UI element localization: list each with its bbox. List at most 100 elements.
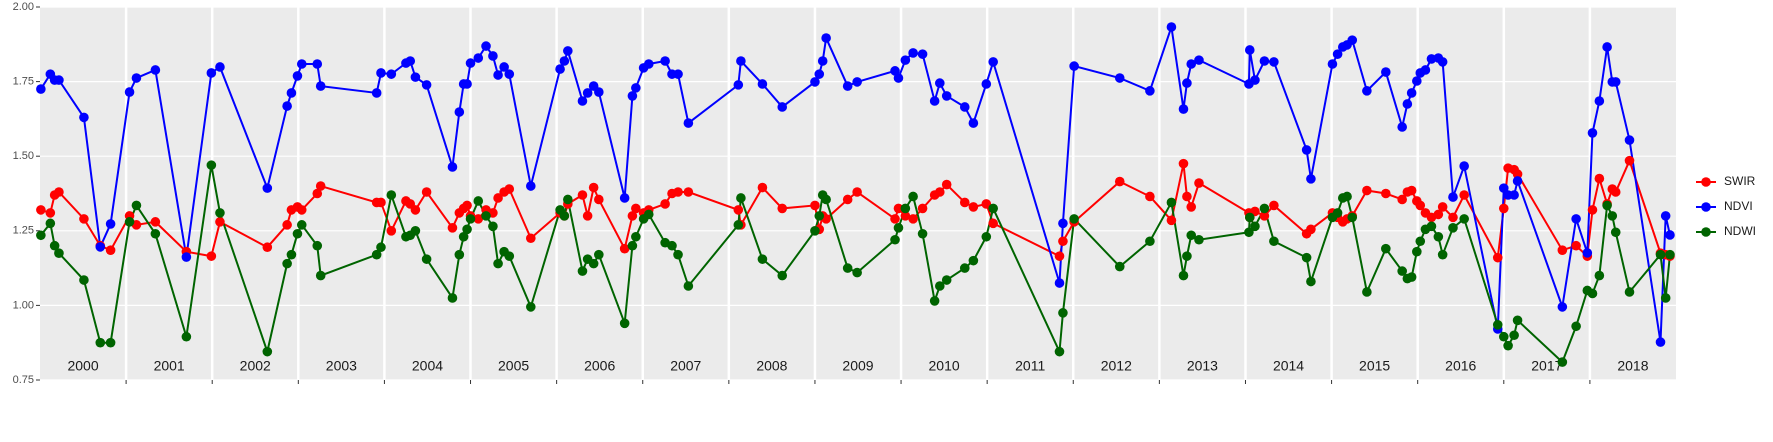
data-point (981, 199, 992, 209)
data-point (447, 293, 458, 303)
y-tick-label: 1.25 (13, 225, 34, 237)
data-point (777, 102, 788, 112)
data-point (1362, 185, 1372, 196)
data-point (890, 234, 900, 245)
data-point (499, 62, 509, 72)
data-point (315, 181, 326, 191)
data-point (736, 56, 746, 66)
data-point (908, 214, 918, 224)
data-point (312, 240, 323, 251)
data-point (1250, 75, 1260, 85)
data-point (1259, 56, 1270, 66)
data-point (683, 187, 694, 197)
data-point (1269, 200, 1279, 211)
data-point (371, 249, 382, 260)
data-point (643, 209, 654, 220)
data-point (1498, 331, 1509, 342)
year-label: 2014 (1273, 358, 1304, 374)
data-point (594, 194, 604, 205)
data-point (206, 68, 217, 78)
data-point (893, 223, 904, 233)
data-point (1114, 261, 1125, 272)
data-point (36, 84, 46, 94)
data-point (673, 69, 683, 79)
data-point (131, 200, 142, 211)
data-point (1459, 161, 1469, 171)
data-point (1145, 191, 1155, 202)
data-point (526, 233, 536, 244)
data-point (893, 73, 904, 83)
data-point (282, 101, 292, 111)
data-point (1259, 203, 1270, 214)
data-point (1415, 236, 1426, 247)
data-point (988, 203, 998, 214)
data-point (1503, 340, 1513, 351)
data-point (462, 200, 472, 211)
data-point (1512, 176, 1523, 186)
data-point (1381, 243, 1391, 254)
data-point (631, 83, 641, 93)
data-point (1498, 203, 1509, 214)
data-point (777, 203, 788, 214)
data-point (1415, 200, 1426, 211)
data-point (1655, 249, 1666, 260)
data-point (79, 275, 89, 285)
data-point (504, 69, 515, 79)
data-point (908, 48, 918, 58)
data-point (683, 118, 694, 128)
data-point (1362, 86, 1372, 96)
data-point (1166, 215, 1177, 226)
data-point (454, 107, 465, 117)
data-point (206, 251, 217, 261)
data-point (1397, 122, 1407, 132)
data-point (1327, 59, 1338, 69)
data-point (1512, 169, 1523, 179)
data-point (842, 81, 853, 91)
data-point (1306, 224, 1316, 235)
data-point (981, 79, 992, 89)
data-point (981, 231, 992, 242)
data-point (1571, 240, 1581, 251)
data-point (1509, 330, 1519, 341)
data-point (1186, 202, 1197, 212)
legend-marker (1701, 177, 1711, 187)
data-point (1655, 337, 1666, 347)
data-point (1244, 227, 1254, 238)
data-point (555, 64, 565, 74)
data-point (465, 58, 476, 68)
data-point (95, 337, 106, 348)
data-point (643, 59, 654, 69)
data-point (292, 228, 303, 239)
data-point (852, 267, 862, 278)
data-point (1459, 214, 1469, 224)
data-point (810, 200, 820, 211)
data-point (1437, 202, 1448, 212)
data-point (559, 211, 570, 221)
data-point (376, 242, 386, 253)
data-point (1426, 221, 1437, 232)
data-point (941, 91, 952, 101)
data-point (563, 194, 573, 205)
data-point (1114, 176, 1125, 187)
year-label: 2007 (670, 358, 701, 374)
data-point (1610, 77, 1621, 87)
data-point (852, 77, 862, 87)
data-point (1178, 270, 1189, 281)
data-point (1178, 158, 1189, 169)
data-point (410, 226, 421, 236)
data-point (821, 194, 831, 205)
year-label: 2017 (1531, 358, 1562, 374)
data-point (1114, 73, 1125, 83)
data-point (1492, 319, 1503, 330)
data-point (1437, 57, 1448, 67)
data-point (36, 230, 46, 241)
data-point (660, 56, 670, 66)
data-point (1301, 145, 1312, 155)
year-label: 2003 (326, 358, 357, 374)
data-point (526, 302, 536, 312)
data-point (631, 231, 641, 242)
data-point (1602, 200, 1612, 211)
data-point (493, 258, 503, 269)
